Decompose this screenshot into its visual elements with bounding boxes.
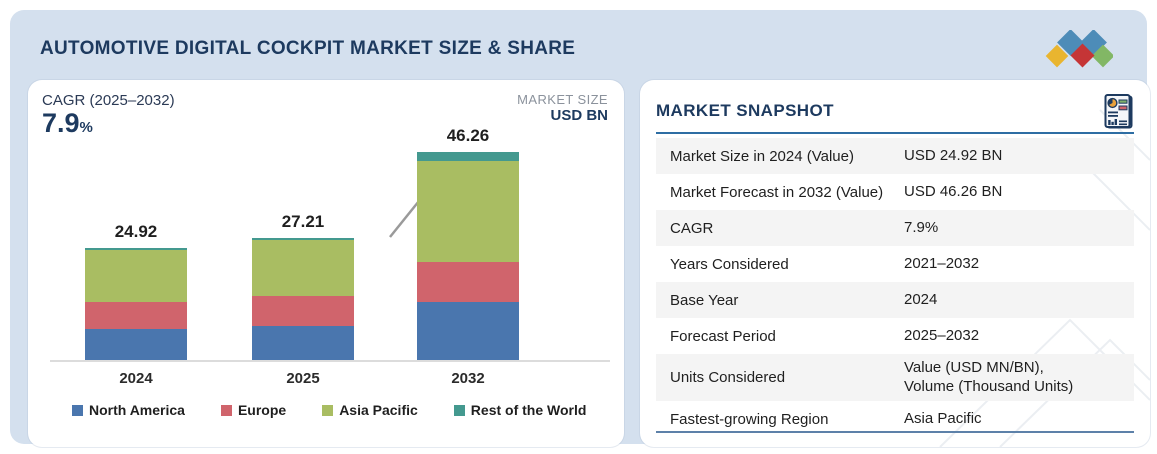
row-label: Forecast Period [670, 327, 776, 345]
legend-swatch-icon [322, 404, 334, 416]
legend-swatch-icon [453, 404, 465, 416]
snapshot-title: MARKET SNAPSHOT [656, 101, 834, 120]
bar-segment-europe [85, 302, 187, 329]
bar-total-label: 46.26 [446, 126, 490, 146]
table-row: Fastest-growing Region Asia Pacific [656, 401, 1134, 437]
bar-segment-rest-of-the-world [417, 152, 519, 161]
row-label: Units Considered [670, 369, 786, 386]
page-title: AUTOMOTIVE DIGITAL COCKPIT MARKET SIZE &… [40, 38, 576, 59]
legend-item-rest-of-the-world: Rest of the World [453, 402, 587, 418]
table-row: Forecast Period 2025–2032 [656, 318, 1134, 354]
chart-legend: North America Europe Asia Pacific Rest of t… [72, 402, 586, 418]
legend-item-north-america: North America [72, 402, 185, 418]
row-value: 7.9% [904, 218, 939, 236]
x-axis-tick-label: 2024 [119, 370, 153, 387]
row-value: 2024 [904, 290, 938, 308]
bar-segment-rest-of-the-world [85, 248, 187, 251]
legend-label: Rest of the World [470, 402, 587, 418]
cagr-label: CAGR (2025–2032) [42, 92, 175, 109]
infographic-canvas: AUTOMOTIVE DIGITAL COCKPIT MARKET SIZE &… [10, 10, 1150, 447]
row-label: Base Year [670, 291, 739, 309]
bar-2032 [417, 152, 519, 360]
bar-total-label: 24.92 [114, 222, 158, 242]
legend-item-europe: Europe [220, 402, 287, 418]
bar-2024 [85, 248, 187, 360]
legend-label: Asia Pacific [339, 402, 418, 418]
table-row: Units Considered Value (USD MN/BN), Volum… [656, 354, 1134, 401]
x-axis-tick-label: 2032 [451, 370, 485, 387]
legend-swatch-icon [220, 404, 232, 416]
table-row: Market Forecast in 2032 (Value) USD 46.26… [656, 174, 1134, 210]
row-value: 2021–2032 [904, 254, 980, 272]
bar-2025 [252, 237, 354, 360]
bar-segment-asia-pacific [85, 250, 187, 303]
cagr-block: CAGR (2025–2032) 7.9% [42, 92, 175, 137]
bar-segment-europe [252, 295, 354, 327]
chart-panel: CAGR (2025–2032) 7.9% MARKET SIZE USD BN… [28, 80, 624, 447]
bar-total-label: 27.21 [281, 211, 325, 231]
market-size-label: MARKET SIZE [517, 92, 608, 107]
table-row: Base Year 2024 [656, 282, 1134, 318]
bar-segment-asia-pacific [252, 240, 354, 296]
row-label: Market Size in 2024 (Value) [670, 147, 854, 165]
row-label: Years Considered [670, 255, 789, 273]
x-axis-tick-label: 2025 [286, 370, 320, 387]
snapshot-header: MARKET SNAPSHOT [656, 94, 1134, 134]
legend-swatch-icon [72, 404, 83, 416]
row-value: USD 46.26 BN [904, 182, 1003, 200]
market-size-block: MARKET SIZE USD BN [517, 92, 608, 124]
row-value: Value (USD MN/BN), Volume (Thousand Unit… [904, 358, 1074, 395]
row-label: CAGR [670, 219, 714, 237]
row-label: Market Forecast in 2032 (Value) [670, 183, 884, 201]
table-row: Years Considered 2021–2032 [656, 246, 1134, 282]
legend-item-asia-pacific: Asia Pacific [322, 402, 418, 418]
x-axis-line [50, 360, 610, 362]
bar-segment-north-america [85, 328, 187, 360]
bar-segment-north-america [417, 302, 519, 360]
cagr-unit: % [79, 119, 93, 136]
table-row: CAGR 7.9% [656, 210, 1134, 246]
legend-label: Europe [237, 402, 287, 418]
row-value: 2025–2032 [904, 326, 980, 344]
row-value: USD 24.92 BN [904, 146, 1003, 164]
stacked-bar-chart: 24.92 2024 27.21 2025 46.26 2032 [28, 80, 624, 447]
header-divider [656, 132, 1134, 134]
bar-segment-rest-of-the-world [252, 237, 354, 241]
row-label: Fastest-growing Region [670, 410, 829, 428]
market-size-unit: USD BN [550, 107, 608, 124]
snapshot-table: Market Size in 2024 (Value) USD 24.92 BN M… [656, 138, 1134, 437]
brand-logo-icon [1045, 30, 1113, 68]
table-row: Market Size in 2024 (Value) USD 24.92 BN [656, 138, 1134, 174]
bar-segment-north-america [252, 326, 354, 360]
report-document-icon [1104, 94, 1133, 129]
bar-segment-asia-pacific [417, 160, 519, 263]
cagr-value: 7.9% [42, 108, 93, 138]
legend-label: North America [89, 402, 185, 418]
snapshot-panel: MARKET SNAPSHOT Market Size in 2024 (Val… [640, 80, 1150, 447]
table-bottom-rule [656, 431, 1134, 433]
row-value: Asia Pacific [904, 409, 982, 427]
bar-segment-europe [417, 262, 519, 303]
